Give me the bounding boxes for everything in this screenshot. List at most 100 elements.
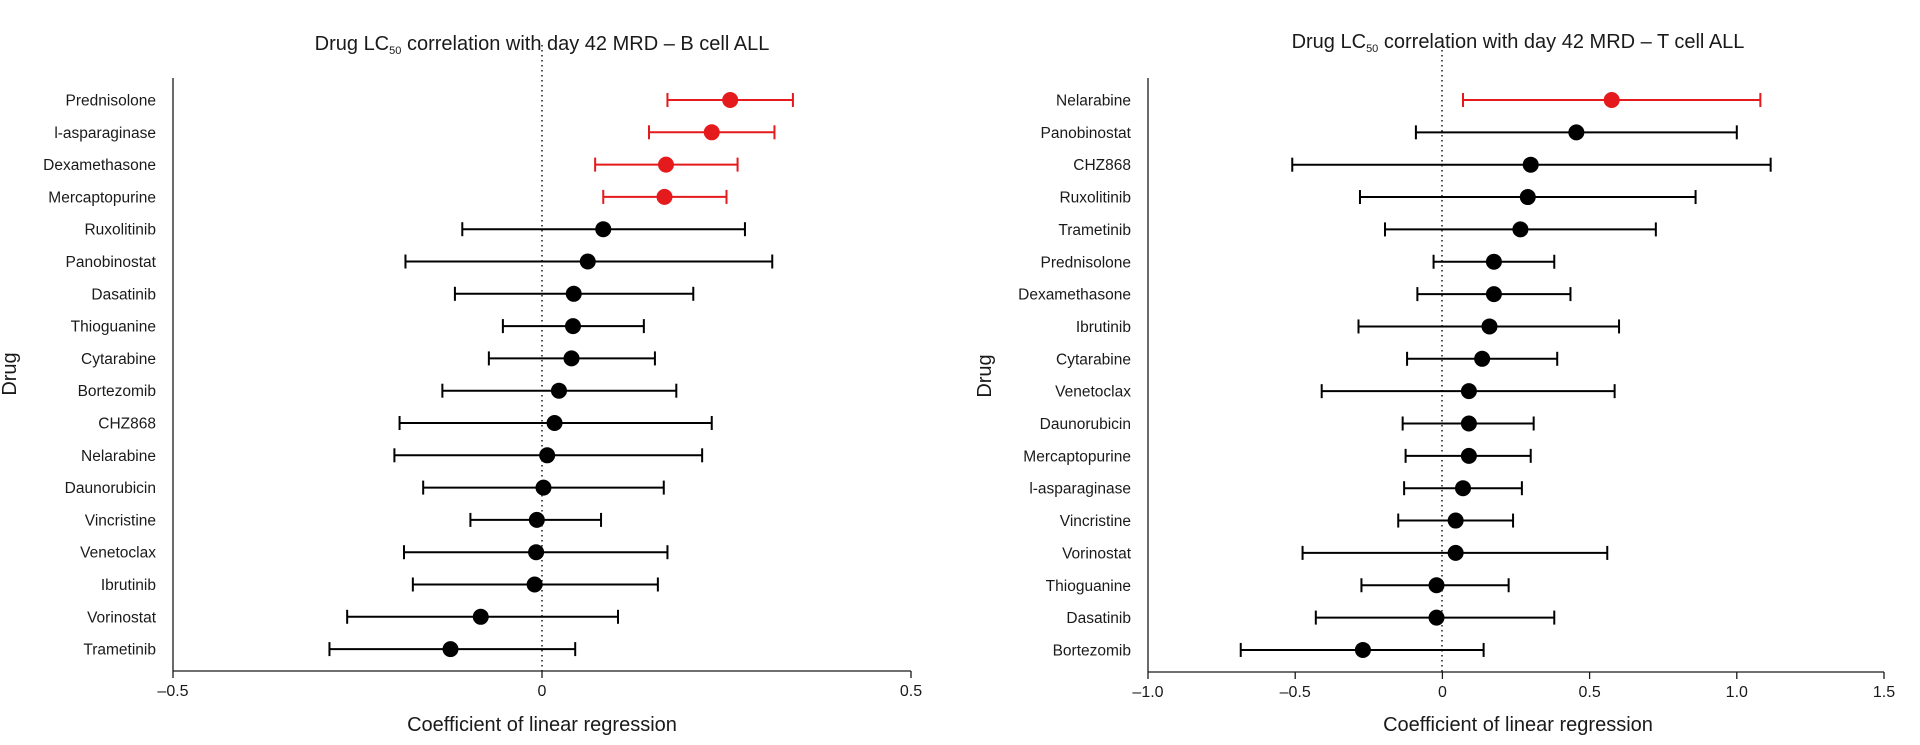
forest-row: Ruxolitinib (84, 221, 746, 239)
estimate-point (1522, 156, 1539, 173)
x-ticks: –1.0 –0.5 0 0.5 1.0 1.5 (1132, 672, 1895, 701)
forest-row: Daunorubicin (65, 479, 665, 497)
category-label: Dasatinib (1066, 610, 1131, 627)
forest-row: Venetoclax (80, 544, 669, 562)
forest-row: Panobinostat (1041, 124, 1738, 142)
x-tick-label: 0.5 (1578, 684, 1600, 701)
estimate-point (1603, 92, 1620, 108)
forest-row: Dexamethasone (1018, 286, 1572, 304)
forest-row: Trametinib (1058, 221, 1657, 239)
chart-title: Drug LC50 correlation with day 42 MRD – … (315, 33, 770, 57)
forest-row: l-asparaginase (1029, 480, 1523, 498)
category-label: Daunorubicin (1040, 416, 1131, 433)
estimate-point (1512, 221, 1529, 238)
forest-row: Bortezomib (1053, 641, 1485, 659)
forest-row: Bortezomib (78, 382, 678, 400)
x-tick-label: 0.5 (900, 683, 922, 700)
estimate-point (1354, 641, 1371, 658)
x-tick-label: 0 (1438, 684, 1447, 701)
category-label: CHZ868 (98, 416, 156, 433)
forest-row: Ruxolitinib (1059, 189, 1697, 207)
x-tick-label: 1.0 (1726, 684, 1748, 701)
x-tick-label: –1.0 (1132, 684, 1163, 701)
category-label: Vincristine (85, 512, 156, 529)
estimate-point (1428, 577, 1445, 594)
y-axis-label: Drug (0, 352, 21, 395)
estimate-point (722, 92, 739, 108)
forest-row: Prednisolone (66, 92, 794, 110)
forest-row: Trametinib (83, 641, 577, 659)
estimate-point (1447, 512, 1464, 529)
forest-row: Ibrutinib (101, 576, 659, 594)
category-label: Panobinostat (66, 254, 157, 271)
estimate-point (1460, 383, 1477, 400)
category-label: Ruxolitinib (1059, 190, 1131, 207)
category-label: l-asparaginase (54, 125, 156, 142)
forest-row: Dasatinib (91, 285, 695, 303)
estimate-point (550, 382, 567, 399)
estimate-point (1485, 253, 1502, 270)
estimate-point (1485, 286, 1502, 303)
chart-title: Drug LC50 correlation with day 42 MRD – … (1292, 31, 1745, 55)
category-label: Mercaptopurine (1023, 448, 1131, 465)
category-label: Vorinostat (1062, 545, 1132, 562)
forest-row: Mercaptopurine (1023, 447, 1532, 465)
forest-row: Vincristine (1060, 512, 1515, 530)
forest-row: Nelarabine (81, 447, 704, 465)
forest-row: Mercaptopurine (48, 188, 728, 206)
category-label: Thioguanine (71, 319, 156, 336)
x-tick-label: –0.5 (157, 683, 188, 700)
forest-row: l-asparaginase (54, 124, 776, 142)
estimate-point (656, 188, 673, 205)
panel-b-cell-all: Drug LC50 correlation with day 42 MRD – … (0, 33, 922, 736)
category-label: Ruxolitinib (84, 222, 156, 239)
forest-row: Cytarabine (1056, 350, 1559, 368)
panel-t-cell-all: Drug LC50 correlation with day 42 MRD – … (974, 31, 1895, 736)
category-label: Panobinostat (1041, 125, 1132, 142)
x-tick-label: –0.5 (1280, 684, 1311, 701)
category-label: Cytarabine (1056, 351, 1131, 368)
category-label: Dasatinib (91, 286, 156, 303)
estimate-point (1474, 350, 1491, 367)
category-label: Cytarabine (81, 351, 156, 368)
category-label: Venetoclax (1055, 384, 1131, 401)
estimate-point (546, 415, 563, 431)
forest-row: Dasatinib (1066, 609, 1556, 627)
category-label: Trametinib (83, 642, 156, 659)
estimate-point (442, 641, 459, 658)
category-label: Trametinib (1058, 222, 1131, 239)
x-axis-label: Coefficient of linear regression (1383, 714, 1653, 736)
estimate-point (1447, 544, 1464, 561)
estimate-point (565, 285, 582, 302)
forest-row: Vorinostat (87, 608, 620, 626)
forest-row: CHZ868 (1073, 156, 1772, 174)
category-label: CHZ868 (1073, 157, 1131, 174)
estimate-point (703, 124, 720, 141)
estimate-point (528, 511, 545, 528)
x-ticks: –0.5 0 0.5 (157, 671, 922, 700)
forest-row: Dexamethasone (43, 156, 739, 174)
category-label: Thioguanine (1046, 578, 1131, 595)
forest-row: Vorinostat (1062, 544, 1609, 562)
category-label: Daunorubicin (65, 480, 156, 497)
category-label: Dexamethasone (43, 157, 156, 174)
estimate-point (1568, 124, 1585, 141)
estimate-point (1460, 447, 1477, 464)
category-label: Vorinostat (87, 609, 157, 626)
forest-row: Venetoclax (1055, 383, 1616, 401)
forest-row: Daunorubicin (1040, 415, 1535, 433)
category-label: Vincristine (1060, 513, 1131, 530)
forest-marks: Nelarabine Panobinostat CHZ868 Ruxolitinib T… (1018, 92, 1772, 659)
category-label: Dexamethasone (1018, 287, 1131, 304)
x-axis-label: Coefficient of linear regression (407, 714, 677, 736)
estimate-point (1428, 609, 1445, 626)
category-label: Prednisolone (66, 93, 156, 110)
category-label: Venetoclax (80, 545, 156, 562)
category-label: Mercaptopurine (48, 189, 156, 206)
category-label: l-asparaginase (1029, 481, 1131, 498)
forest-row: Nelarabine (1056, 92, 1762, 110)
category-label: Ibrutinib (101, 577, 156, 594)
forest-row: Thioguanine (71, 318, 645, 336)
estimate-point (1460, 415, 1477, 432)
